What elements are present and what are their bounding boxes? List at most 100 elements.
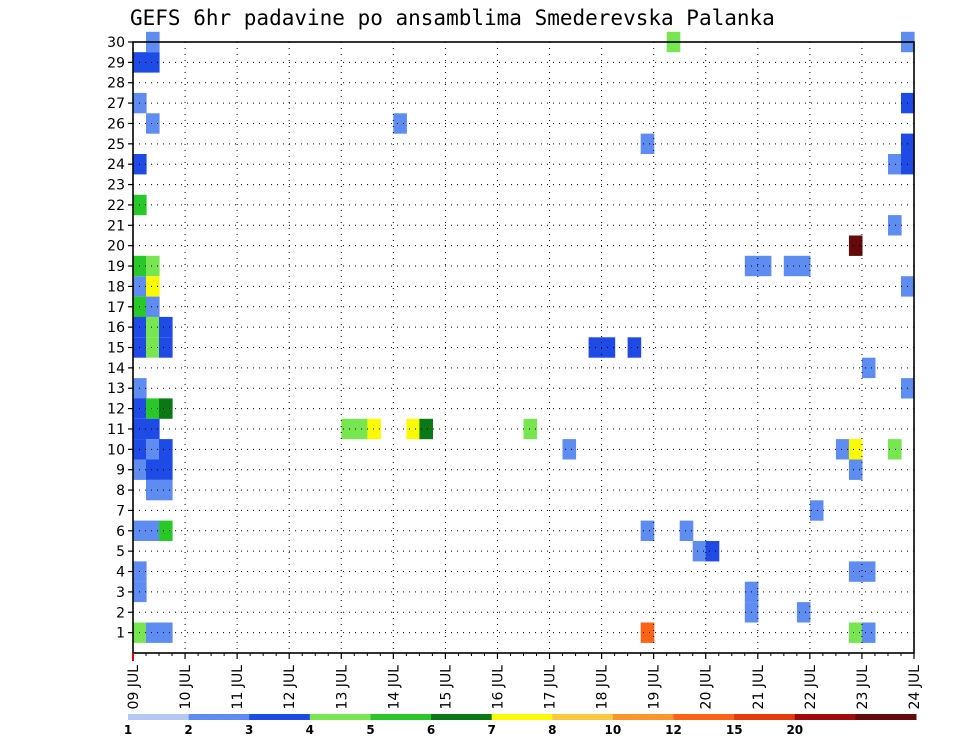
x-tick-label: 24 JUL xyxy=(907,665,923,710)
heatmap-cell xyxy=(159,520,173,541)
heatmap-cell xyxy=(146,337,160,358)
heatmap-cell xyxy=(796,255,811,277)
heatmap-cell xyxy=(757,255,772,277)
heatmap-cell xyxy=(640,133,655,154)
x-tick-label: 10 JUL xyxy=(178,665,194,710)
heatmap-cell xyxy=(419,418,433,440)
colorbar-swatch xyxy=(855,714,917,720)
y-tick-label: 7 xyxy=(116,503,125,519)
heatmap-cell xyxy=(809,500,824,521)
colorbar-swatch xyxy=(309,714,371,720)
y-tick-label: 19 xyxy=(107,259,125,275)
heatmap-cell xyxy=(341,418,355,440)
heatmap-cell xyxy=(796,602,811,623)
colorbar-label: 20 xyxy=(786,723,803,737)
grid-lines xyxy=(133,42,914,653)
y-tick-label: 30 xyxy=(107,35,125,51)
y-tick-label: 5 xyxy=(116,544,125,560)
colorbar-swatch xyxy=(188,714,250,720)
x-tick-label: 14 JUL xyxy=(386,665,402,710)
cell-layer xyxy=(133,31,915,643)
y-tick-label: 2 xyxy=(116,605,125,621)
x-tick-label: 19 JUL xyxy=(647,665,663,710)
y-tick-label: 8 xyxy=(116,483,125,499)
colorbar-swatch xyxy=(431,714,493,720)
heatmap-cell xyxy=(146,520,160,541)
heatmap-cell xyxy=(159,398,173,419)
heatmap-cell xyxy=(848,561,863,582)
heatmap-cell xyxy=(159,459,173,480)
heatmap-cell xyxy=(146,113,160,134)
x-tick-label: 11 JUL xyxy=(230,665,246,710)
colorbar-label: 3 xyxy=(245,723,253,737)
y-tick-label: 21 xyxy=(107,218,125,234)
heatmap-cell xyxy=(406,418,420,440)
y-tick-label: 9 xyxy=(116,463,125,479)
colorbar-swatch xyxy=(734,714,796,720)
heatmap-cell xyxy=(146,296,160,317)
colorbar-swatch xyxy=(794,714,856,720)
heatmap-cell xyxy=(562,439,577,460)
heatmap-cell xyxy=(146,622,160,643)
colorbar-label: 12 xyxy=(665,723,682,737)
x-tick-label: 13 JUL xyxy=(334,665,350,710)
colorbar-swatch xyxy=(673,714,735,720)
heatmap-cell xyxy=(640,622,655,643)
y-tick-label: 12 xyxy=(107,402,125,418)
y-axis: 1234567891011121314151617181920212223242… xyxy=(107,35,133,642)
x-tick-label: 22 JUL xyxy=(803,665,819,710)
colorbar-label: 1 xyxy=(124,723,132,737)
heatmap-cell xyxy=(146,255,160,277)
x-tick-label: 15 JUL xyxy=(438,665,454,710)
heatmap-cell xyxy=(159,337,173,358)
heatmap-cell xyxy=(146,459,160,480)
heatmap-cell xyxy=(861,561,876,582)
heatmap-cell xyxy=(888,439,902,460)
heatmap-cell xyxy=(146,418,160,440)
x-tick-label: 09 JUL xyxy=(126,665,142,710)
heatmap-cell xyxy=(861,622,876,643)
heatmap-cell xyxy=(523,418,538,440)
heatmap-cell xyxy=(835,439,850,460)
colorbar-swatch xyxy=(249,714,311,720)
y-tick-label: 28 xyxy=(107,76,125,92)
heatmap-cell xyxy=(159,316,173,338)
colorbar-label: 5 xyxy=(366,723,374,737)
x-tick-label: 17 JUL xyxy=(543,665,559,710)
y-tick-label: 22 xyxy=(107,198,125,214)
colorbar-label: 8 xyxy=(548,723,556,737)
heatmap-cell xyxy=(159,479,173,501)
x-tick-label: 18 JUL xyxy=(595,665,611,710)
colorbar-label: 15 xyxy=(726,723,743,737)
x-tick-label: 16 JUL xyxy=(490,665,506,710)
colorbar-label: 2 xyxy=(184,723,192,737)
heatmap-cell xyxy=(888,154,902,175)
heatmap-cell xyxy=(627,337,642,358)
x-tick-label: 20 JUL xyxy=(699,665,715,710)
heatmap-cell xyxy=(146,439,160,460)
heatmap-cell xyxy=(848,235,863,256)
heatmap-cell xyxy=(601,337,616,358)
y-tick-label: 17 xyxy=(107,300,125,316)
heatmap-cell xyxy=(640,520,655,541)
x-axis: 09 JUL 10 JUL 11 JUL 12 JUL 13 JUL 14 JUL 15 J… xyxy=(126,653,923,709)
heatmap-cell xyxy=(848,622,863,643)
x-tick-label: 12 JUL xyxy=(282,665,298,710)
y-tick-label: 23 xyxy=(107,178,125,194)
x-tick-label: 21 JUL xyxy=(751,665,767,710)
y-tick-label: 10 xyxy=(107,442,125,458)
heatmap-cell xyxy=(146,316,160,338)
y-tick-label: 24 xyxy=(107,157,125,173)
heatmap-cell xyxy=(861,357,876,379)
colorbar-swatch xyxy=(552,714,614,720)
heatmap-cell xyxy=(848,459,863,480)
colorbar-swatch xyxy=(370,714,432,720)
heatmap-cell xyxy=(146,276,160,297)
heatmap-cell xyxy=(367,418,381,440)
y-tick-label: 15 xyxy=(107,341,125,357)
colorbar-label: 6 xyxy=(427,723,435,737)
y-tick-label: 4 xyxy=(116,565,125,581)
heatmap-cell xyxy=(146,52,160,73)
y-tick-label: 20 xyxy=(107,239,125,255)
